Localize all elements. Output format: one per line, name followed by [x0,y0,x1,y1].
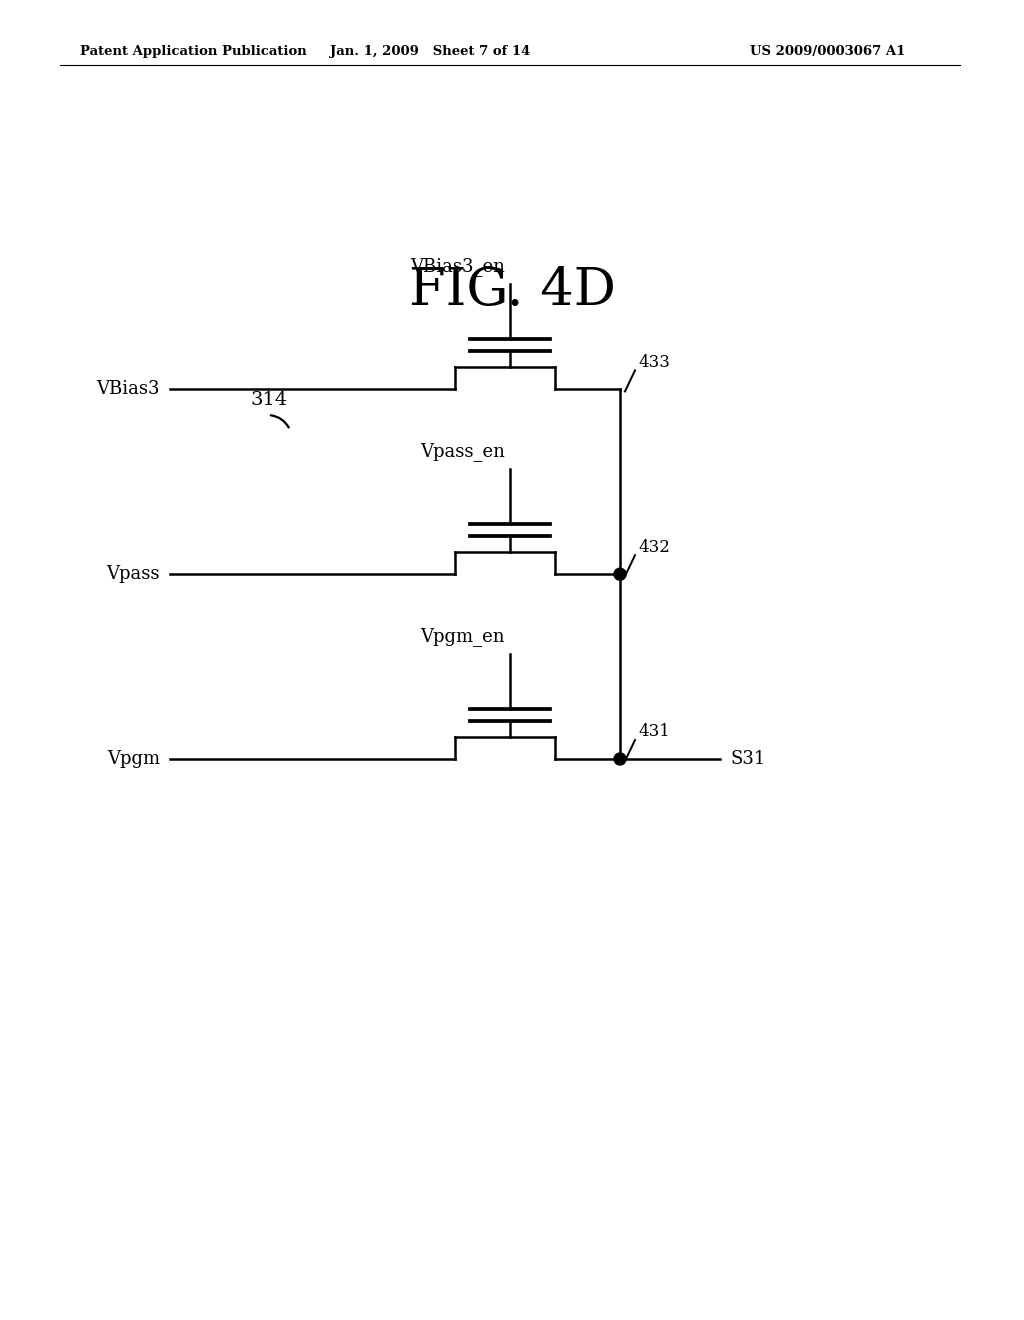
Circle shape [614,568,626,581]
Text: FIG. 4D: FIG. 4D [409,264,615,315]
Circle shape [614,752,626,766]
Text: Vpgm_en: Vpgm_en [421,627,505,645]
Text: VBias3_en: VBias3_en [411,257,505,276]
Text: Jan. 1, 2009   Sheet 7 of 14: Jan. 1, 2009 Sheet 7 of 14 [330,45,530,58]
Text: Vpgm: Vpgm [106,750,160,768]
Text: S31: S31 [730,750,765,768]
Text: Vpass_en: Vpass_en [420,442,505,461]
Text: 432: 432 [638,539,670,556]
Text: VBias3: VBias3 [96,380,160,399]
Text: 314: 314 [250,391,288,409]
Text: 433: 433 [638,354,670,371]
Text: Vpass: Vpass [106,565,160,583]
Text: US 2009/0003067 A1: US 2009/0003067 A1 [750,45,905,58]
Text: Patent Application Publication: Patent Application Publication [80,45,307,58]
Text: 431: 431 [638,723,670,741]
